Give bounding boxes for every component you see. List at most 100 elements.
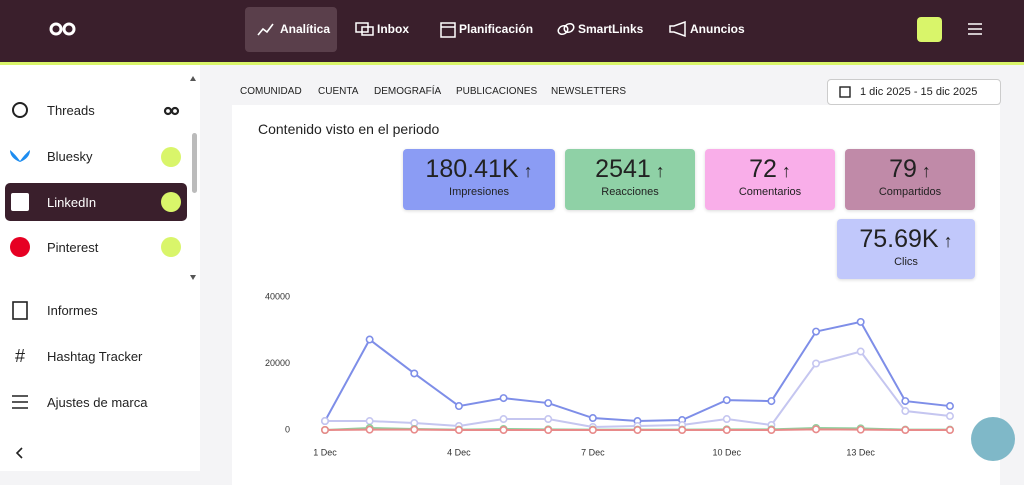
assistant-button[interactable]	[971, 417, 1015, 461]
kpi-value: 180.41K ↑	[425, 155, 533, 183]
nav-item[interactable]: Inbox	[377, 22, 409, 36]
sidebar-item[interactable]: Pinterest	[47, 240, 99, 255]
icon	[440, 22, 456, 38]
kpi-label: Comentarios	[738, 186, 802, 198]
svg-text:#: #	[15, 346, 25, 366]
data-point	[410, 425, 419, 434]
kpi-value: 2541 ↑	[595, 155, 665, 183]
data-point	[588, 425, 597, 434]
data-point	[901, 397, 910, 406]
sidebar-item[interactable]: Threads	[47, 103, 95, 118]
sidebar-item[interactable]: Ajustes de marca	[47, 395, 148, 410]
nav-item[interactable]: Anuncios	[690, 22, 745, 36]
scrollbar	[192, 133, 197, 193]
nav-item[interactable]: Planificación	[459, 22, 534, 36]
kpi-value: 72 ↑	[749, 155, 791, 183]
top-nav: Analítica Inbox Planificación SmartLinks…	[0, 0, 1024, 65]
kpi-label: Impresiones	[449, 186, 509, 198]
active-tab-bg	[245, 7, 337, 52]
x-tick-label: 1 Dec	[313, 447, 337, 457]
y-tick-label: 40000	[265, 291, 290, 301]
tab[interactable]: DEMOGRAFÍA	[374, 86, 442, 97]
kpi-card: 72 ↑ Comentarios	[705, 149, 835, 210]
kpi-card: 79 ↑ Compartidos	[845, 149, 975, 210]
kpi-value: 75.69K ↑	[859, 225, 953, 253]
data-point	[544, 425, 553, 434]
logo	[49, 22, 76, 36]
tab[interactable]: PUBLICACIONES	[456, 86, 538, 97]
data-point	[722, 425, 731, 434]
data-point	[544, 415, 553, 424]
chart: 0 20000 40000 1 Dec 4 Dec 7 Dec 10 Dec 13 Dec	[265, 291, 954, 457]
icon	[355, 22, 374, 36]
sidebar-item[interactable]: Bluesky	[47, 149, 93, 164]
x-tick-label: 7 Dec	[581, 447, 605, 457]
sidebar: Threads Bluesky LinkedIn Pinterest Infor…	[0, 65, 200, 471]
data-point	[499, 415, 508, 424]
data-point	[812, 425, 821, 434]
x-tick-label: 10 Dec	[712, 447, 741, 457]
tab[interactable]: COMUNIDAD	[240, 86, 302, 97]
kpi-label: Clics	[894, 256, 918, 268]
data-point	[767, 425, 776, 434]
avatar[interactable]	[917, 17, 942, 42]
data-point	[722, 415, 731, 424]
data-point	[901, 425, 910, 434]
kpi-label: Compartidos	[878, 186, 942, 198]
data-point	[945, 402, 954, 411]
x-tick-label: 4 Dec	[447, 447, 471, 457]
x-tick-label: 13 Dec	[846, 447, 875, 457]
calendar-icon	[839, 86, 851, 98]
data-point	[320, 417, 329, 426]
data-point	[767, 397, 776, 406]
sidebar-item[interactable]: Informes	[47, 303, 98, 318]
data-point	[945, 425, 954, 434]
data-point	[320, 425, 329, 434]
data-point	[454, 425, 463, 434]
tab[interactable]: CUENTA	[318, 86, 359, 97]
date-range: 1 dic 2025 - 15 dic 2025	[860, 86, 978, 98]
data-point	[499, 394, 508, 403]
data-point	[856, 425, 865, 434]
icon	[669, 21, 686, 37]
nav-item[interactable]: Analítica	[280, 22, 331, 36]
data-point	[945, 412, 954, 421]
kpi-card: 75.69K ↑ Clics	[837, 219, 975, 279]
kpi-label: Reacciones	[601, 186, 659, 198]
sidebar-item[interactable]: Hashtag Tracker	[47, 349, 143, 364]
data-point	[499, 425, 508, 434]
data-point	[901, 407, 910, 416]
data-point	[365, 335, 374, 344]
y-tick-label: 0	[285, 424, 290, 434]
data-point	[812, 327, 821, 336]
data-point	[678, 425, 687, 434]
data-point	[410, 369, 419, 378]
date-picker[interactable]: 1 dic 2025 - 15 dic 2025	[827, 79, 1001, 105]
data-point	[812, 359, 821, 368]
data-point	[588, 414, 597, 423]
series-line	[325, 350, 951, 429]
series-line	[324, 320, 951, 423]
data-point	[544, 399, 553, 408]
sidebar-icons: #	[10, 76, 196, 459]
kpi-card: 180.41K ↑ Impresiones	[403, 149, 555, 210]
kpi-value: 79 ↑	[889, 155, 931, 183]
icon	[557, 22, 575, 36]
card-title: Contenido visto en el periodo	[258, 121, 440, 137]
data-point	[856, 347, 865, 356]
sidebar-item[interactable]: LinkedIn	[47, 195, 97, 210]
data-point	[856, 317, 865, 326]
menu-icon[interactable]	[968, 23, 982, 35]
nav-item[interactable]: SmartLinks	[578, 22, 644, 36]
data-point	[454, 402, 463, 411]
y-tick-label: 20000	[265, 358, 290, 368]
data-point	[633, 425, 642, 434]
data-point	[365, 425, 374, 434]
kpi-card: 2541 ↑ Reacciones	[565, 149, 695, 210]
tab[interactable]: NEWSLETTERS	[551, 86, 627, 97]
active-item-bg	[5, 183, 187, 221]
data-point	[722, 396, 731, 405]
icon	[257, 23, 274, 36]
data-point	[365, 417, 374, 426]
